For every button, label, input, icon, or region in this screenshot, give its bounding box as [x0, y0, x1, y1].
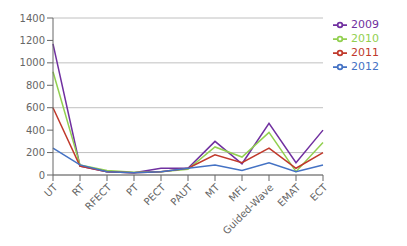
svg-text:200: 200	[26, 147, 45, 158]
html-text:2010: 2010	[351, 32, 379, 45]
svg-text:400: 400	[26, 125, 45, 136]
svg-text:RFECT: RFECT	[83, 181, 114, 212]
svg-text:PECT: PECT	[142, 181, 168, 207]
html-text:2011: 2011	[351, 46, 379, 59]
svg-text:1200: 1200	[20, 35, 45, 46]
svg-text:RT: RT	[70, 181, 87, 198]
svg-text:EMAT: EMAT	[275, 181, 303, 209]
svg-text:0: 0	[39, 170, 45, 181]
svg-text:UT: UT	[42, 181, 60, 199]
svg-text:MT: MT	[203, 181, 222, 200]
svg-text:PT: PT	[124, 181, 141, 198]
svg-text:1000: 1000	[20, 57, 45, 68]
svg-text:ECT: ECT	[308, 181, 330, 203]
svg-text:Guided-Wave: Guided-Wave	[221, 182, 276, 237]
svg-text:800: 800	[26, 80, 45, 91]
html-text:2009: 2009	[351, 18, 379, 31]
svg-text:PAUT: PAUT	[169, 181, 196, 208]
svg-text:MFL: MFL	[227, 181, 249, 203]
svg-text:600: 600	[26, 102, 45, 113]
html-text:2012: 2012	[351, 60, 379, 73]
svg-text:1400: 1400	[20, 13, 45, 24]
